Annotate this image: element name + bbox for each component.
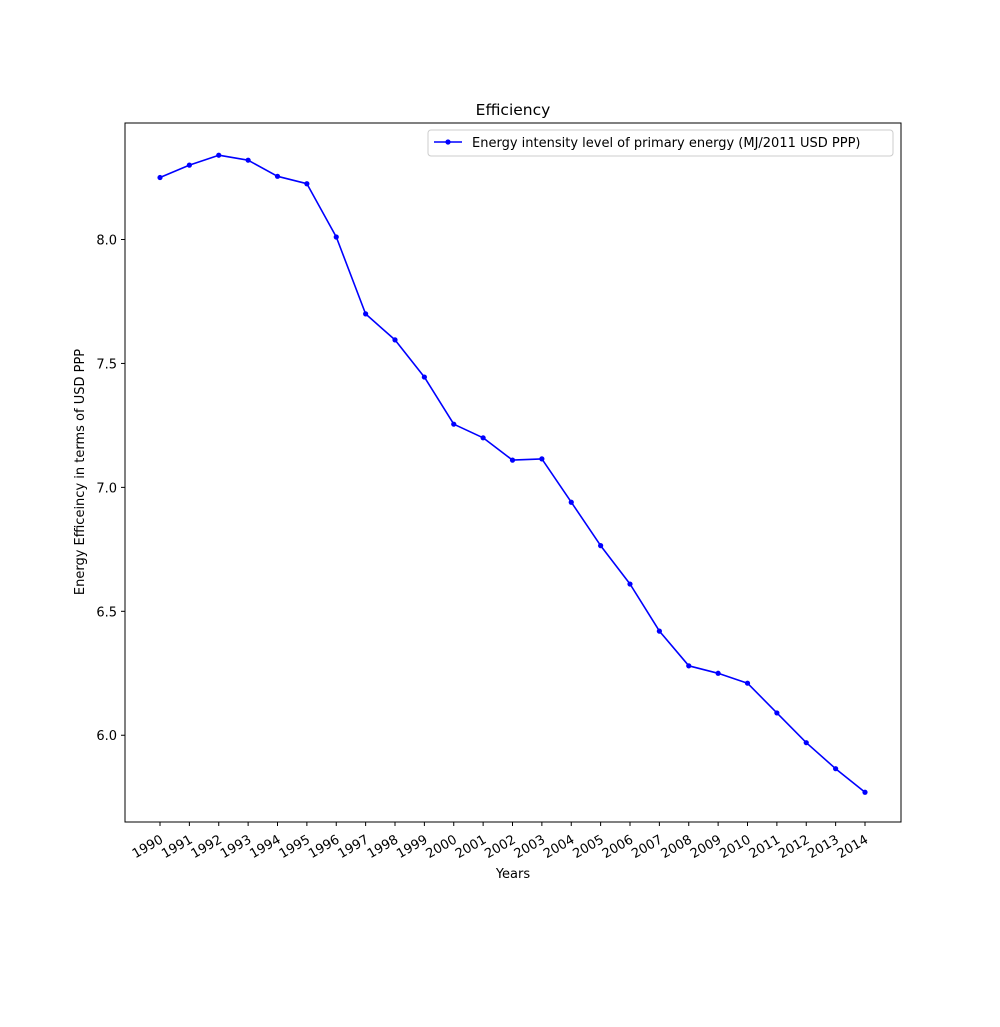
y-tick-label: 6.5 bbox=[96, 605, 117, 620]
y-axis-ticks: 6.0 6.5 7.0 7.5 8.0 bbox=[96, 234, 125, 744]
data-point bbox=[392, 337, 398, 343]
data-point bbox=[598, 543, 604, 549]
y-tick-label: 7.0 bbox=[96, 481, 117, 496]
data-point bbox=[186, 162, 192, 168]
x-axis-title: Years bbox=[495, 867, 531, 882]
y-tick-label: 7.5 bbox=[96, 357, 117, 372]
data-point bbox=[568, 499, 574, 505]
legend-label: Energy intensity level of primary energy… bbox=[472, 136, 861, 151]
legend-box bbox=[427, 129, 894, 157]
y-axis-title: Energy Efficeincy in terms of USD PPP bbox=[73, 349, 88, 595]
data-point bbox=[333, 234, 339, 240]
y-tick-label: 6.0 bbox=[96, 729, 117, 744]
data-point bbox=[539, 456, 545, 462]
data-point bbox=[509, 457, 516, 463]
data-point bbox=[774, 710, 780, 716]
data-point bbox=[862, 789, 868, 795]
x-tick-label: 2014 bbox=[835, 832, 871, 862]
legend-marker-sample bbox=[445, 139, 451, 145]
data-point bbox=[274, 173, 281, 179]
data-point bbox=[451, 421, 457, 427]
plot-frame bbox=[124, 122, 902, 823]
data-point bbox=[803, 740, 809, 746]
data-point bbox=[833, 766, 839, 772]
data-point bbox=[421, 374, 427, 380]
data-point bbox=[627, 581, 633, 587]
data-point bbox=[304, 181, 310, 187]
data-point bbox=[245, 157, 251, 163]
data-point bbox=[363, 311, 369, 317]
plot-series bbox=[157, 152, 868, 795]
data-point bbox=[656, 628, 662, 634]
data-point bbox=[686, 663, 692, 669]
x-axis-ticks: 1990199119921993199419951996199719981999… bbox=[130, 822, 871, 862]
legend: Energy intensity level of primary energy… bbox=[427, 129, 894, 157]
data-point bbox=[157, 174, 163, 181]
y-tick-label: 8.0 bbox=[96, 234, 117, 249]
data-point bbox=[744, 680, 751, 686]
chart-title: Efficiency bbox=[476, 101, 551, 119]
data-point bbox=[480, 435, 486, 441]
series-line bbox=[159, 154, 866, 793]
data-point bbox=[216, 152, 222, 158]
data-point bbox=[715, 670, 721, 676]
